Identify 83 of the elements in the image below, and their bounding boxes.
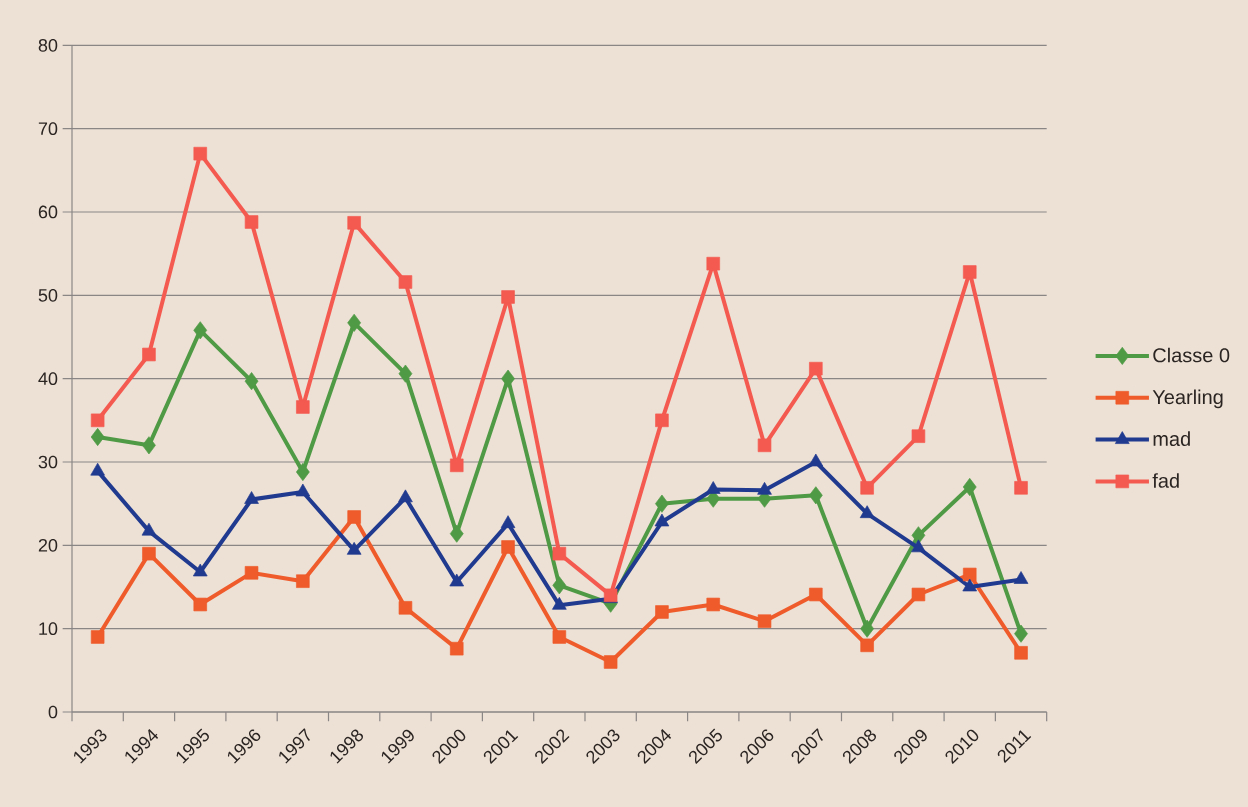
point bbox=[398, 489, 413, 503]
y-tick-label: 50 bbox=[38, 288, 58, 302]
point bbox=[142, 347, 156, 362]
point bbox=[655, 605, 669, 619]
y-tick-label: 70 bbox=[38, 122, 58, 136]
point bbox=[859, 505, 875, 518]
point bbox=[450, 458, 464, 473]
point bbox=[501, 369, 515, 388]
point bbox=[706, 256, 720, 271]
point bbox=[860, 638, 874, 653]
point bbox=[296, 400, 310, 414]
legend-label: Yearling bbox=[1152, 389, 1223, 409]
point bbox=[244, 215, 259, 229]
point bbox=[244, 372, 259, 391]
point bbox=[962, 578, 977, 592]
point bbox=[193, 597, 207, 612]
y-tick-label: 80 bbox=[38, 38, 58, 52]
point bbox=[90, 427, 105, 446]
point bbox=[90, 462, 105, 476]
point bbox=[142, 546, 156, 561]
point bbox=[655, 494, 669, 513]
legend-label: fad bbox=[1152, 473, 1179, 488]
point bbox=[962, 477, 977, 496]
point bbox=[757, 614, 772, 628]
point bbox=[398, 275, 413, 289]
point bbox=[347, 510, 361, 524]
point bbox=[1014, 624, 1028, 643]
point bbox=[296, 462, 310, 481]
point bbox=[809, 486, 823, 505]
y-tick-label: 30 bbox=[38, 455, 58, 469]
y-tick-label: 0 bbox=[48, 705, 58, 719]
point bbox=[193, 146, 207, 161]
point bbox=[706, 597, 720, 612]
point bbox=[450, 641, 464, 656]
point bbox=[911, 429, 926, 443]
point bbox=[757, 438, 772, 453]
point bbox=[809, 361, 823, 376]
point bbox=[90, 630, 105, 644]
point bbox=[860, 619, 874, 638]
point bbox=[808, 453, 824, 467]
point bbox=[449, 524, 464, 543]
point bbox=[1014, 646, 1028, 660]
point bbox=[552, 630, 567, 644]
point bbox=[398, 601, 413, 615]
point bbox=[1013, 571, 1029, 584]
point bbox=[347, 216, 361, 230]
point bbox=[603, 655, 618, 669]
point bbox=[655, 413, 669, 428]
point bbox=[296, 574, 310, 588]
y-tick-label: 40 bbox=[38, 372, 58, 386]
point bbox=[705, 481, 721, 494]
point bbox=[757, 481, 772, 495]
point bbox=[346, 541, 362, 555]
point bbox=[244, 491, 259, 504]
point bbox=[192, 563, 208, 577]
point bbox=[654, 513, 670, 527]
point bbox=[552, 596, 567, 610]
y-tick-label: 10 bbox=[39, 622, 58, 636]
point bbox=[552, 576, 567, 595]
point bbox=[911, 587, 926, 602]
point bbox=[141, 522, 157, 536]
point bbox=[501, 540, 515, 554]
point bbox=[911, 539, 926, 553]
point bbox=[142, 436, 156, 455]
point bbox=[809, 587, 823, 602]
point bbox=[860, 481, 874, 495]
point bbox=[501, 290, 515, 304]
point bbox=[347, 313, 361, 332]
point bbox=[398, 364, 413, 383]
y-tick-label: 60 bbox=[38, 205, 58, 219]
point bbox=[962, 265, 977, 279]
legend-label: Classe 0 bbox=[1153, 347, 1230, 363]
point bbox=[90, 413, 105, 428]
point bbox=[449, 573, 465, 587]
point bbox=[552, 546, 567, 561]
point bbox=[295, 483, 311, 497]
y-tick-label: 20 bbox=[38, 538, 58, 552]
point bbox=[962, 567, 977, 582]
point bbox=[500, 515, 516, 528]
point bbox=[244, 566, 259, 580]
point bbox=[193, 321, 208, 340]
legend-label: mad bbox=[1153, 431, 1190, 447]
point bbox=[1014, 481, 1028, 495]
